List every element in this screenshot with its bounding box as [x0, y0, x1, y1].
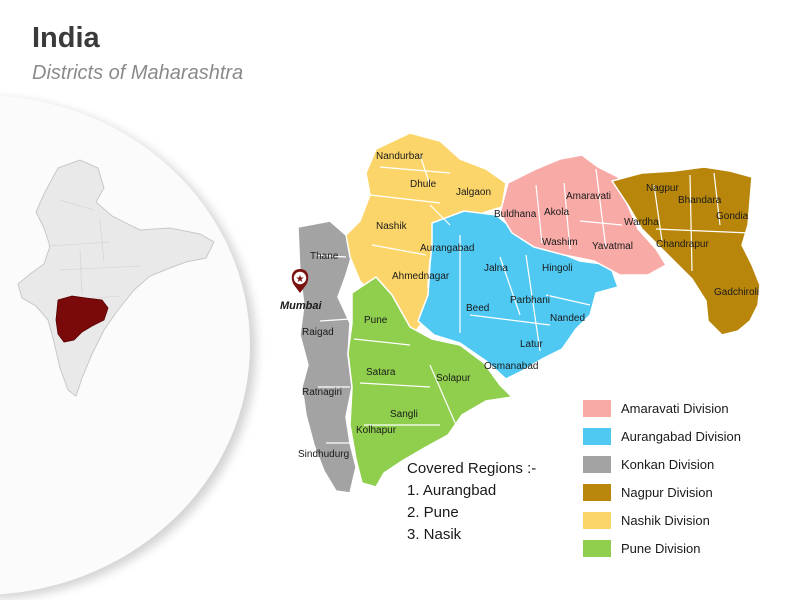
label-gadchiroli: Gadchiroli [714, 287, 759, 298]
district-labels: Nandurbar Dhule Jalgaon Nashik Ahmednaga… [298, 151, 759, 460]
legend-label: Pune Division [621, 540, 701, 556]
label-amaravati: Amaravati [566, 191, 611, 202]
india-internal-lines [47, 199, 141, 301]
label-wardha: Wardha [624, 217, 659, 228]
maharashtra-map: Nandurbar Dhule Jalgaon Nashik Ahmednaga… [280, 132, 761, 494]
label-sindhudurg: Sindhudurg [298, 449, 349, 460]
amaravati-region [499, 154, 668, 276]
label-bhandara: Bhandara [678, 195, 722, 206]
covered-heading: Covered Regions :- [407, 460, 537, 477]
label-beed: Beed [466, 303, 489, 314]
mumbai-marker: ★ Mumbai [280, 269, 323, 312]
star-icon: ★ [296, 274, 305, 285]
legend-swatch [583, 483, 611, 501]
pin-inner-circle [293, 271, 307, 285]
covered-item: 1. Aurangbad [407, 482, 497, 499]
legend-label: Nashik Division [621, 512, 710, 528]
maharashtra-highlight [55, 295, 109, 343]
legend-swatch [583, 455, 611, 473]
district-boundaries [315, 154, 751, 444]
legend-swatch [583, 427, 611, 445]
india-inset-map [17, 159, 215, 397]
label-pune: Pune [364, 315, 388, 326]
label-nanded: Nanded [550, 313, 585, 324]
legend-swatch [583, 511, 611, 529]
map-legend: Amaravati Division Aurangabad Division K… [583, 394, 741, 562]
legend-item-aurangabad: Aurangabad Division [583, 422, 741, 450]
legend-item-nashik: Nashik Division [583, 506, 741, 534]
label-aurangabad: Aurangabad [420, 243, 475, 254]
page-title: India [32, 22, 100, 54]
label-raigad: Raigad [302, 327, 334, 338]
label-akola: Akola [544, 207, 569, 218]
page-subtitle: Districts of Maharashtra [32, 62, 244, 84]
label-ratnagiri: Ratnagiri [302, 387, 342, 398]
label-gondia: Gondia [716, 211, 749, 222]
label-osmanabad: Osmanabad [484, 361, 538, 372]
label-dhule: Dhule [410, 179, 437, 190]
label-chandrapur: Chandrapur [656, 239, 709, 250]
division-konkan [297, 220, 357, 494]
label-sangli: Sangli [390, 409, 418, 420]
covered-regions: Covered Regions :- 1. Aurangbad 2. Pune … [407, 458, 536, 546]
division-nagpur [610, 166, 761, 336]
covered-item: 2. Pune [407, 504, 459, 521]
label-ahmednagar: Ahmednagar [392, 271, 450, 282]
label-latur: Latur [520, 339, 543, 350]
label-buldhana: Buldhana [494, 209, 537, 220]
covered-list: 1. Aurangbad 2. Pune 3. Nasik [407, 480, 536, 546]
legend-swatch [583, 539, 611, 557]
legend-item-pune: Pune Division [583, 534, 741, 562]
covered-item: 3. Nasik [407, 526, 462, 543]
label-nashik: Nashik [376, 221, 408, 232]
pune-region [347, 276, 514, 488]
label-nandurbar: Nandurbar [376, 151, 424, 162]
india-outline [17, 159, 215, 397]
capital-label: Mumbai [280, 300, 323, 312]
label-jalgaon: Jalgaon [456, 187, 491, 198]
legend-label: Nagpur Division [621, 484, 713, 500]
label-jalna: Jalna [484, 263, 508, 274]
label-satara: Satara [366, 367, 396, 378]
division-pune [347, 276, 514, 488]
legend-label: Amaravati Division [621, 400, 729, 416]
label-yavatmal: Yavatmal [592, 241, 633, 252]
label-kolhapur: Kolhapur [356, 425, 397, 436]
label-solapur: Solapur [436, 373, 471, 384]
label-nagpur: Nagpur [646, 183, 679, 194]
legend-label: Aurangabad Division [621, 428, 741, 444]
label-thane: Thane [310, 251, 339, 262]
legend-swatch [583, 399, 611, 417]
legend-label: Konkan Division [621, 456, 715, 472]
label-washim: Washim [542, 237, 578, 248]
legend-item-amaravati: Amaravati Division [583, 394, 741, 422]
division-amaravati [499, 154, 668, 276]
legend-item-konkan: Konkan Division [583, 450, 741, 478]
konkan-region [297, 220, 357, 494]
legend-item-nagpur: Nagpur Division [583, 478, 741, 506]
label-parbhani: Parbhani [510, 295, 550, 306]
label-hingoli: Hingoli [542, 263, 573, 274]
nagpur-region [610, 166, 761, 336]
